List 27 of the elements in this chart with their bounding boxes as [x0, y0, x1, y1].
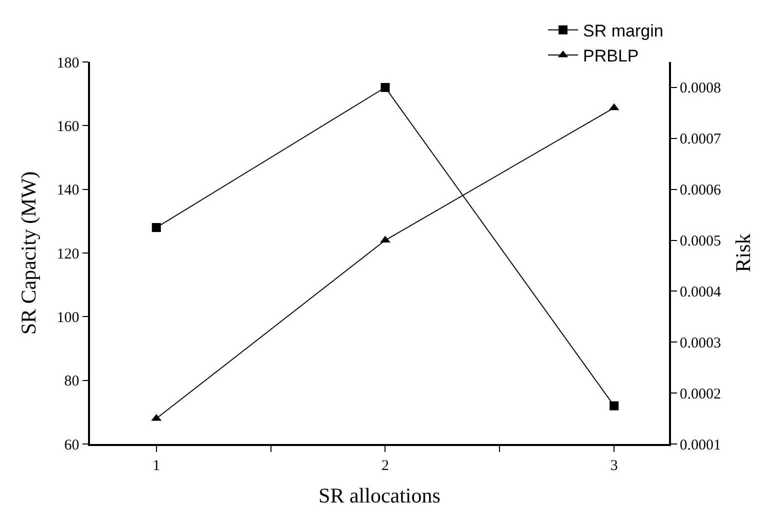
y2-tick-label: 0.0008 — [680, 80, 721, 97]
y-tick-label: 160 — [56, 118, 80, 135]
x-tick-label: 1 — [152, 458, 160, 474]
x-tick-label: 3 — [610, 458, 618, 474]
y2-tick-label: 0.0006 — [680, 182, 722, 199]
x-tick-label: 2 — [381, 458, 389, 474]
y-tick-label: 100 — [56, 310, 80, 326]
y2-tick-label: 0.0004 — [680, 284, 722, 300]
y2-tick-label: 0.0003 — [680, 335, 721, 352]
point — [152, 223, 161, 232]
y-tick-label: 80 — [64, 374, 80, 390]
y2-tick-label: 0.0001 — [680, 437, 721, 454]
y-tick-label: 120 — [56, 246, 80, 262]
point — [380, 236, 390, 243]
legend-label: SR margin — [583, 22, 664, 41]
y2-tick-label: 0.0005 — [680, 234, 721, 250]
x-axis-title: SR allocations — [318, 483, 440, 508]
y2-tick-label: 0.0002 — [680, 386, 721, 402]
y2-tick-label: 0.0007 — [680, 132, 722, 148]
y-tick-label: 140 — [56, 182, 80, 199]
point — [380, 82, 390, 92]
y-axis-title: SR Capacity (MW) — [16, 171, 40, 335]
legend-label: PRBLP — [583, 46, 639, 66]
y2-axis-title: Risk — [731, 233, 756, 272]
point — [610, 401, 619, 410]
y-tick-label: 180 — [56, 55, 80, 72]
y-tick-label: 60 — [64, 437, 80, 454]
